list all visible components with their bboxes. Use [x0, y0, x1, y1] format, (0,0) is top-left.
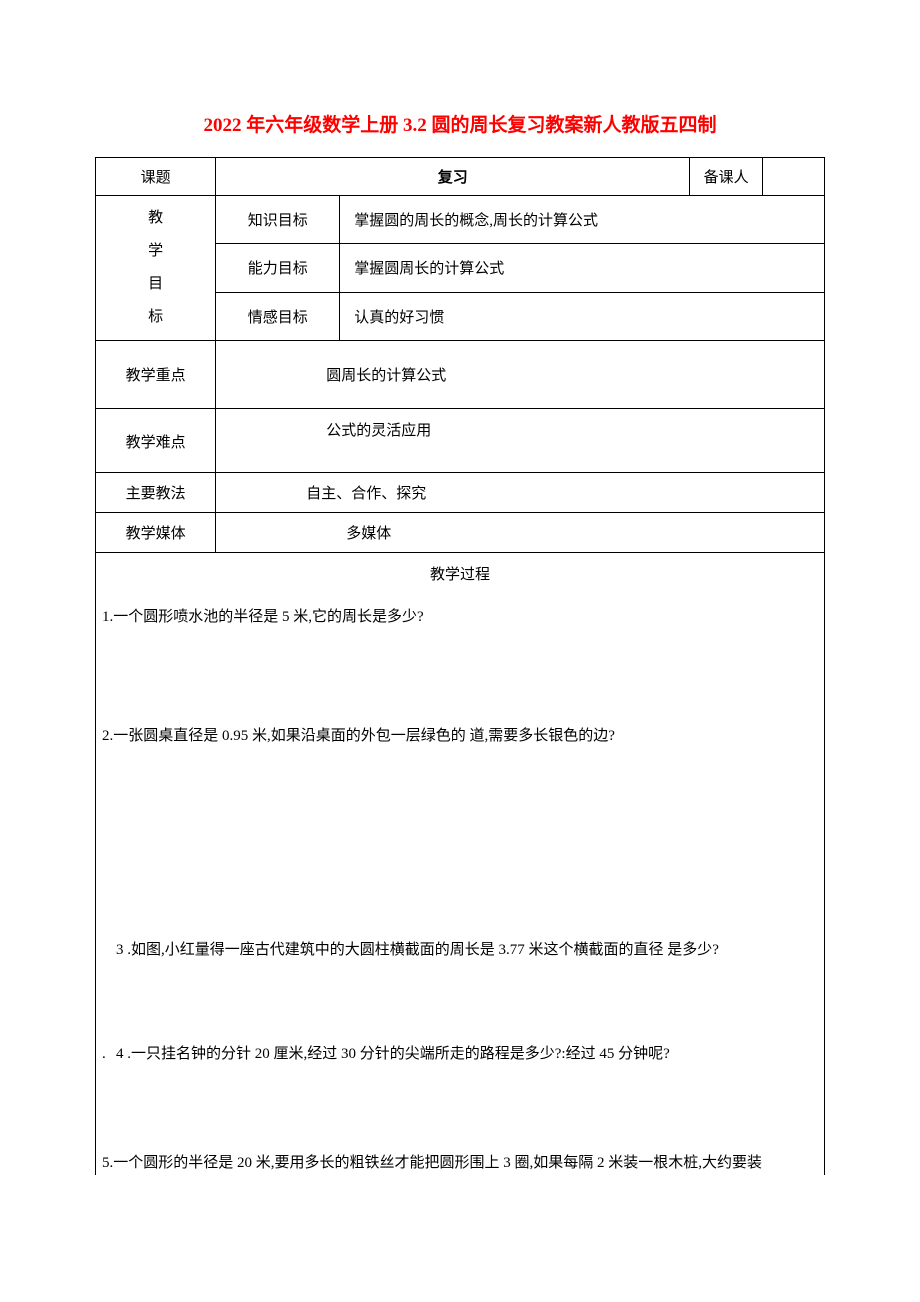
question-3: 3 .如图,小红量得一座古代建筑中的大圆柱横截面的周长是 3.77 米这个横截面… [102, 938, 818, 962]
page-container: 2022 年六年级数学上册 3.2 圆的周长复习教案新人教版五四制 课题 复习 … [0, 0, 920, 1175]
topic-value: 复习 [216, 158, 690, 196]
key-label: 教学重点 [96, 341, 216, 409]
ability-goal-label: 能力目标 [216, 244, 340, 292]
topic-label: 课题 [96, 158, 216, 196]
hard-label: 教学难点 [96, 409, 216, 473]
table-row: 教学难点 公式的灵活应用 [96, 409, 825, 473]
method-label: 主要教法 [96, 473, 216, 513]
knowledge-goal-value: 掌握圆的周长的概念,周长的计算公式 [340, 196, 825, 244]
goals-label-char4: 标 [96, 301, 215, 334]
preparer-value [763, 158, 825, 196]
table-row: 教学媒体 多媒体 [96, 513, 825, 553]
media-label: 教学媒体 [96, 513, 216, 553]
emotion-goal-label: 情感目标 [216, 292, 340, 340]
question-1: 1.一个圆形喷水池的半径是 5 米,它的周长是多少? [102, 605, 818, 629]
question-4: 4 .一只挂名钟的分针 20 厘米,经过 30 分针的尖端所走的路程是多少?:经… [102, 1042, 818, 1066]
key-value: 圆周长的计算公式 [216, 341, 825, 409]
process-cell: 教学过程 1.一个圆形喷水池的半径是 5 米,它的周长是多少? 2.一张圆桌直径… [96, 553, 825, 1176]
lesson-plan-table: 课题 复习 备课人 教 学 目 标 知识目标 掌握圆的周长的概念,周长的计算公式… [95, 157, 825, 1175]
goals-label-char2: 学 [96, 235, 215, 268]
knowledge-goal-label: 知识目标 [216, 196, 340, 244]
hard-value: 公式的灵活应用 [216, 409, 825, 473]
question-5: 5.一个圆形的半径是 20 米,要用多长的粗铁丝才能把圆形围上 3 圈,如果每隔… [102, 1151, 818, 1175]
table-row: 主要教法 自主、合作、探究 [96, 473, 825, 513]
table-row: 教学重点 圆周长的计算公式 [96, 341, 825, 409]
question-2: 2.一张圆桌直径是 0.95 米,如果沿桌面的外包一层绿色的 道,需要多长银色的… [102, 724, 818, 748]
document-title: 2022 年六年级数学上册 3.2 圆的周长复习教案新人教版五四制 [95, 110, 825, 137]
goals-section-label: 教 学 目 标 [96, 196, 216, 341]
emotion-goal-value: 认真的好习惯 [340, 292, 825, 340]
table-row: 教 学 目 标 知识目标 掌握圆的周长的概念,周长的计算公式 [96, 196, 825, 244]
method-value: 自主、合作、探究 [216, 473, 825, 513]
ability-goal-value: 掌握圆周长的计算公式 [340, 244, 825, 292]
process-header: 教学过程 [102, 563, 818, 587]
table-row: 课题 复习 备课人 [96, 158, 825, 196]
preparer-label: 备课人 [690, 158, 763, 196]
goals-label-char1: 教 [96, 202, 215, 235]
media-value: 多媒体 [216, 513, 825, 553]
goals-label-char3: 目 [96, 268, 215, 301]
table-row: 教学过程 1.一个圆形喷水池的半径是 5 米,它的周长是多少? 2.一张圆桌直径… [96, 553, 825, 1176]
